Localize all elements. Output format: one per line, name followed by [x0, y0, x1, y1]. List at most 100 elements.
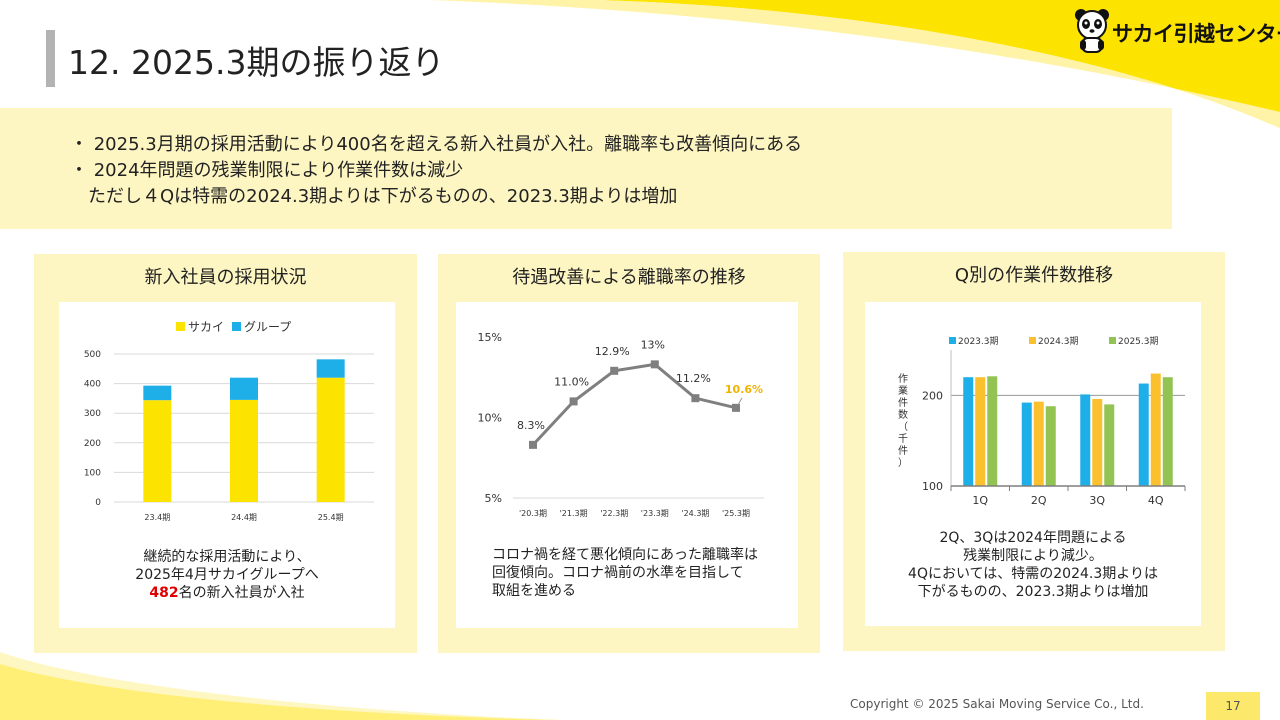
recruit-caption-line-3: 名の新入社員が入社 [178, 585, 305, 601]
page-title: 12. 2025.3期の振り返り [68, 43, 445, 82]
x-tick-label: '22.3期 [600, 509, 628, 518]
point-'24.3期 [691, 394, 700, 403]
summary-box: ・ 2025.3月期の採用活動により400名を超える新入社員が入社。離職率も改善… [0, 108, 1172, 229]
legend-swatch-0 [949, 337, 956, 344]
workload-caption-line-1: 2Q、3Qは2024年問題による [939, 530, 1127, 546]
copyright-footer: Copyright © 2025 Sakai Moving Service Co… [850, 697, 1144, 711]
company-logo: サカイ引越センター [1072, 8, 1280, 56]
y-axis-label-char: ） [898, 457, 908, 469]
data-label-'20.3期: 8.3% [517, 419, 545, 432]
turnover-caption: コロナ禍を経て悪化傾向にあった離職率は 回復傾向。コロナ禍前の水準を目指して 取… [492, 546, 758, 600]
bar-2025.3期-4Q [1162, 377, 1173, 486]
x-tick-label: 24.4期 [231, 513, 257, 522]
bar-2024.3期-1Q [975, 377, 986, 486]
y-axis-label-char: 件 [898, 397, 908, 409]
bar-2023.3期-1Q [963, 377, 974, 486]
legend-swatch-1 [1029, 337, 1036, 344]
data-label-'25.3期: 10.6% [725, 383, 763, 396]
recruit-panel-title: 新入社員の採用状況 [144, 267, 307, 288]
point-'21.3期 [569, 397, 578, 406]
label-leader-line [737, 397, 743, 406]
bar-サカイ-25.4期 [316, 377, 345, 502]
x-tick-label: 2Q [1031, 494, 1047, 507]
bar-グループ-25.4期 [316, 359, 345, 378]
recruit-caption-line-2: 2025年4月サカイグループへ [135, 567, 319, 583]
y-tick-label: 5% [485, 492, 502, 505]
bar-サカイ-23.4期 [143, 400, 172, 502]
turnover-card: 5% 10% 15% 8.3% '20.3期 11.0% '21.3期 12.9% '22.3期… [456, 302, 798, 628]
legend-swatch-2 [1109, 337, 1116, 344]
legend-label-1: 2024.3期 [1038, 336, 1079, 347]
y-tick-label: 200 [84, 439, 101, 449]
title-accent-bar [46, 30, 55, 87]
y-axis-label-char: 作 [898, 373, 908, 385]
recruit-panel: 新入社員の採用状況 0 100 200 300 400 500 23.4期 24.4期 25.4… [34, 254, 417, 653]
summary-line-2: ・ 2024年問題の残業制限により作業件数は減少 [70, 160, 464, 181]
data-label-'24.3期: 11.2% [676, 372, 711, 385]
y-tick-label: 15% [478, 331, 502, 344]
page-number: 17 [1206, 692, 1260, 720]
panda-icon [1075, 9, 1109, 53]
recruit-caption-line-1: 継続的な採用活動により、 [143, 549, 311, 565]
recruit-chart: 0 100 200 300 400 500 23.4期 24.4期 25.4期 サカイ グループ [84, 320, 374, 522]
x-tick-label: 23.4期 [144, 513, 170, 522]
x-tick-label: '21.3期 [560, 509, 588, 518]
legend-swatch-0 [176, 322, 185, 331]
bar-サカイ-24.4期 [230, 399, 258, 502]
workload-card: 100 200 1Q 2Q 3Q 4Q 2023.3期 2024.3期 2025.3期作業件数（… [865, 302, 1201, 626]
recruit-highlight-count: 482 [149, 585, 179, 601]
turnover-chart: 5% 10% 15% 8.3% '20.3期 11.0% '21.3期 12.9% '22.3期… [478, 331, 764, 518]
y-axis-label-char: （ [898, 421, 908, 433]
point-'22.3期 [610, 366, 619, 375]
workload-caption: 2Q、3Qは2024年問題による 残業制限により減少。 4Qにおいては、特需の2… [865, 529, 1201, 601]
turnover-panel: 待遇改善による離職率の推移 5% 10% 15% 8.3% '20.3期 11.0% '21… [438, 254, 820, 653]
y-tick-label: 500 [84, 350, 101, 360]
bar-2025.3期-1Q [987, 376, 998, 486]
bar-グループ-23.4期 [143, 385, 172, 401]
point-'20.3期 [529, 440, 537, 449]
y-tick-label: 10% [478, 412, 502, 425]
legend-label-2: 2025.3期 [1118, 336, 1159, 347]
y-tick-label: 100 [922, 480, 943, 493]
bar-2025.3期-3Q [1104, 404, 1115, 486]
bar-2023.3期-3Q [1080, 394, 1091, 486]
x-tick-label: 1Q [972, 494, 988, 507]
turnover-panel-title: 待遇改善による離職率の推移 [512, 267, 746, 288]
x-tick-label: '25.3期 [722, 509, 750, 518]
bar-2024.3期-3Q [1092, 398, 1103, 486]
y-axis-label-char: 業 [898, 384, 908, 397]
x-tick-label: '23.3期 [641, 509, 669, 518]
legend-label-0: 2023.3期 [958, 336, 999, 347]
bar-2024.3期-2Q [1033, 401, 1044, 486]
y-tick-label: 400 [84, 380, 101, 390]
summary-line-1: ・ 2025.3月期の採用活動により400名を超える新入社員が入社。離職率も改善… [70, 134, 803, 155]
legend-label-0: サカイ [188, 320, 224, 334]
workload-caption-line-3: 4Qにおいては、特需の2024.3期よりは [908, 566, 1158, 582]
data-label-'21.3期: 11.0% [554, 375, 589, 388]
bar-2025.3期-2Q [1045, 406, 1056, 486]
x-tick-label: 4Q [1148, 494, 1164, 507]
legend-swatch-1 [232, 322, 241, 331]
logo-text: サカイ引越センター [1112, 22, 1280, 46]
data-label-'23.3期: 13% [641, 338, 665, 351]
bar-2024.3期-4Q [1150, 373, 1161, 486]
y-axis-label-char: 千 [898, 433, 908, 445]
y-axis-label-char: 件 [898, 445, 908, 457]
x-tick-label: 25.4期 [318, 513, 344, 522]
workload-caption-line-4: 下がるものの、2023.3期よりは増加 [917, 584, 1149, 600]
workload-caption-line-2: 残業制限により減少。 [963, 548, 1103, 564]
turnover-caption-line-2: 回復傾向。コロナ禍前の水準を目指して [492, 565, 744, 581]
y-axis-label-char: 数 [898, 408, 908, 421]
workload-panel-title: Q別の作業件数推移 [954, 265, 1114, 286]
point-'25.3期 [732, 403, 740, 412]
bar-2023.3期-2Q [1021, 402, 1032, 486]
y-tick-label: 100 [84, 468, 101, 478]
point-'23.3期 [650, 360, 659, 369]
workload-panel: Q別の作業件数推移 100 200 1Q 2Q 3Q 4Q 2023.3期 2024.3期 20… [843, 252, 1225, 651]
y-tick-label: 200 [922, 389, 943, 402]
recruit-caption: 継続的な採用活動により、 2025年4月サカイグループへ 482名の新入社員が入… [59, 548, 395, 602]
data-label-'22.3期: 12.9% [595, 345, 630, 358]
recruit-card: 0 100 200 300 400 500 23.4期 24.4期 25.4期 サカイ グループ 継… [59, 302, 395, 628]
